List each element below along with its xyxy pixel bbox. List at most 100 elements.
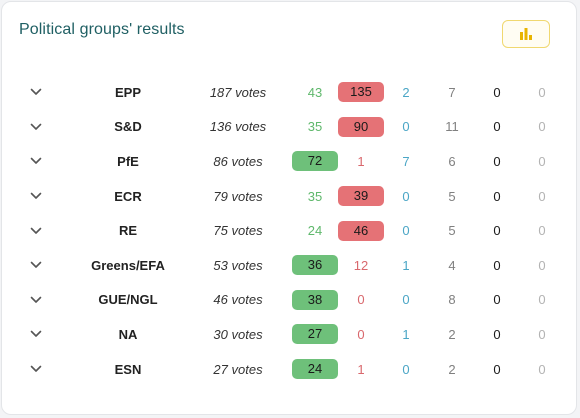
majority-pill: 36 bbox=[292, 255, 338, 276]
expand-button[interactable] bbox=[28, 352, 44, 387]
abstain-count: 7 bbox=[382, 144, 430, 179]
count-value: 0 bbox=[538, 84, 546, 100]
expand-button[interactable] bbox=[28, 144, 44, 179]
count-value: 0 bbox=[493, 257, 501, 273]
group-row[interactable]: S&D 136 votes 35 90 0 11 0 0 bbox=[2, 110, 578, 145]
count-value: 7 bbox=[448, 84, 456, 100]
against-count: 46 bbox=[337, 213, 385, 248]
excused-count: 0 bbox=[518, 283, 566, 318]
majority-pill: 72 bbox=[292, 151, 338, 172]
did-not-vote-count: 11 bbox=[428, 110, 476, 145]
count-value: 35 bbox=[307, 119, 323, 135]
count-value: 0 bbox=[493, 119, 501, 135]
count-value: 0 bbox=[357, 292, 365, 308]
count-value: 2 bbox=[448, 361, 456, 377]
excused-count: 0 bbox=[518, 213, 566, 248]
group-name: EPP bbox=[114, 84, 141, 100]
for-count: 35 bbox=[291, 110, 339, 145]
absent-count: 0 bbox=[473, 248, 521, 283]
did-not-vote-count: 8 bbox=[428, 283, 476, 318]
count-value: 0 bbox=[538, 153, 546, 169]
group-row[interactable]: ECR 79 votes 35 39 0 5 0 0 bbox=[2, 179, 578, 214]
group-row[interactable]: RE 75 votes 24 46 0 5 0 0 bbox=[2, 213, 578, 248]
majority-pill: 27 bbox=[292, 324, 338, 345]
expand-button[interactable] bbox=[28, 75, 44, 110]
count-value: 0 bbox=[402, 361, 410, 377]
against-count: 0 bbox=[337, 317, 385, 352]
count-value: 11 bbox=[445, 119, 459, 135]
excused-count: 0 bbox=[518, 179, 566, 214]
absent-count: 0 bbox=[473, 75, 521, 110]
abstain-count: 0 bbox=[382, 179, 430, 214]
majority-pill: 38 bbox=[292, 289, 338, 310]
chevron-down-icon bbox=[30, 88, 42, 96]
group-row[interactable]: NA 30 votes 27 0 1 2 0 0 bbox=[2, 317, 578, 352]
abstain-count: 0 bbox=[382, 213, 430, 248]
count-value: 0 bbox=[538, 292, 546, 308]
group-name: ECR bbox=[114, 188, 142, 204]
group-vote-total: 187 votes bbox=[209, 84, 267, 100]
count-value: 0 bbox=[538, 361, 546, 377]
for-count: 24 bbox=[291, 213, 339, 248]
absent-count: 0 bbox=[473, 352, 521, 387]
for-count: 43 bbox=[291, 75, 339, 110]
majority-pill: 24 bbox=[292, 359, 338, 380]
group-row[interactable]: Greens/EFA 53 votes 36 12 1 4 0 0 bbox=[2, 248, 578, 283]
count-value: 0 bbox=[538, 257, 546, 273]
excused-count: 0 bbox=[518, 144, 566, 179]
chevron-down-icon bbox=[30, 331, 42, 338]
count-value: 0 bbox=[493, 188, 501, 204]
group-row[interactable]: PfE 86 votes 72 1 7 6 0 0 bbox=[2, 144, 578, 179]
majority-pill: 39 bbox=[338, 186, 384, 207]
absent-count: 0 bbox=[473, 317, 521, 352]
for-count: 72 bbox=[291, 144, 339, 179]
group-name: GUE/NGL bbox=[98, 292, 158, 308]
group-name: S&D bbox=[114, 119, 142, 135]
majority-pill: 135 bbox=[338, 82, 384, 103]
for-count: 35 bbox=[291, 179, 339, 214]
group-row[interactable]: EPP 187 votes 43 135 2 7 0 0 bbox=[2, 75, 578, 110]
group-name: NA bbox=[118, 326, 138, 342]
absent-count: 0 bbox=[473, 144, 521, 179]
chevron-down-icon bbox=[30, 192, 42, 199]
group-name: ESN bbox=[114, 361, 142, 377]
count-value: 0 bbox=[493, 84, 501, 100]
card-title: Political groups' results bbox=[19, 21, 185, 38]
expand-button[interactable] bbox=[28, 179, 44, 214]
bar-chart-icon bbox=[520, 28, 532, 40]
for-count: 36 bbox=[291, 248, 339, 283]
abstain-count: 0 bbox=[382, 110, 430, 145]
chart-view-button[interactable] bbox=[502, 20, 550, 48]
count-value: 24 bbox=[307, 223, 323, 239]
expand-button[interactable] bbox=[28, 110, 44, 145]
group-row[interactable]: ESN 27 votes 24 1 0 2 0 0 bbox=[2, 352, 578, 387]
against-count: 1 bbox=[337, 144, 385, 179]
for-count: 38 bbox=[291, 283, 339, 318]
expand-button[interactable] bbox=[28, 248, 44, 283]
chevron-down-icon bbox=[30, 158, 42, 165]
did-not-vote-count: 5 bbox=[428, 213, 476, 248]
count-value: 0 bbox=[402, 119, 410, 135]
count-value: 0 bbox=[493, 361, 501, 377]
group-row[interactable]: GUE/NGL 46 votes 38 0 0 8 0 0 bbox=[2, 283, 578, 318]
count-value: 8 bbox=[448, 292, 456, 308]
for-count: 24 bbox=[291, 352, 339, 387]
expand-button[interactable] bbox=[28, 213, 44, 248]
group-vote-total: 79 votes bbox=[213, 188, 263, 204]
count-value: 0 bbox=[538, 188, 546, 204]
chevron-down-icon bbox=[30, 227, 42, 234]
expand-button[interactable] bbox=[28, 283, 44, 318]
did-not-vote-count: 2 bbox=[428, 352, 476, 387]
count-value: 1 bbox=[357, 361, 365, 377]
expand-button[interactable] bbox=[28, 317, 44, 352]
count-value: 0 bbox=[493, 326, 501, 342]
count-value: 0 bbox=[538, 326, 546, 342]
abstain-count: 0 bbox=[382, 352, 430, 387]
abstain-count: 0 bbox=[382, 283, 430, 318]
count-value: 4 bbox=[448, 257, 456, 273]
count-value: 0 bbox=[493, 223, 501, 239]
excused-count: 0 bbox=[518, 248, 566, 283]
count-value: 2 bbox=[402, 84, 410, 100]
group-name: Greens/EFA bbox=[91, 257, 165, 273]
count-value: 0 bbox=[402, 223, 410, 239]
